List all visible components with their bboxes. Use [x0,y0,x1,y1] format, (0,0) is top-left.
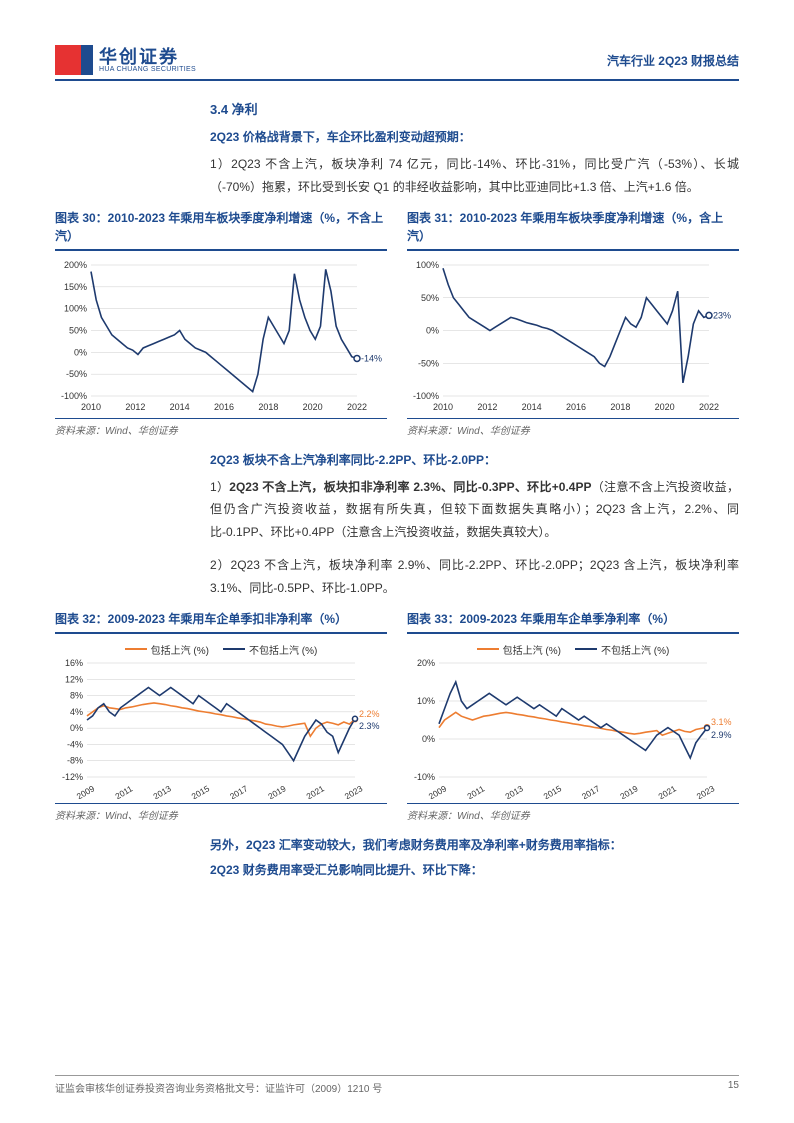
paragraph-2a: 1）2Q23 不含上汽，板块扣非净利率 2.3%、同比-0.3PP、环比+0.4… [210,476,739,544]
svg-text:2021: 2021 [305,783,327,799]
svg-text:100%: 100% [64,303,87,313]
svg-text:2020: 2020 [655,402,675,412]
chart31: -100% -50% 0% 50% 100% 2010 2012 2014 2016 2018 20… [407,259,739,414]
svg-text:2011: 2011 [113,783,134,799]
svg-text:3.1%: 3.1% [711,717,732,727]
section-title: 3.4 净利 [210,99,739,118]
subtitle-2: 2Q23 板块不含上汽净利率同比-2.2PP、环比-2.0PP： [210,451,739,468]
svg-text:2013: 2013 [503,783,525,799]
svg-text:2019: 2019 [266,783,288,799]
page-number: 15 [728,1080,739,1095]
logo-text-cn: 华创证券 [99,48,196,66]
chart33-legend: 包括上汽 (%) 不包括上汽 (%) [407,642,739,657]
svg-text:0%: 0% [426,325,439,335]
svg-text:2010: 2010 [433,402,453,412]
svg-text:2009: 2009 [75,783,97,799]
svg-text:2.2%: 2.2% [359,709,380,719]
svg-text:2017: 2017 [580,783,602,799]
svg-text:50%: 50% [69,325,87,335]
svg-text:2022: 2022 [699,402,719,412]
svg-text:-100%: -100% [413,391,439,401]
svg-text:2.3%: 2.3% [359,720,380,730]
chart30-title: 图表 30：2010-2023 年乘用车板块季度净利增速（%，不含上汽） [55,209,387,251]
svg-text:-4%: -4% [67,739,83,749]
svg-text:12%: 12% [65,674,83,684]
chart33: -10% 0% 10% 20% 2009 2011 2013 2015 2017 2019 2021… [407,659,739,799]
svg-text:-8%: -8% [67,755,83,765]
svg-text:0%: 0% [74,347,87,357]
legend-line-without-icon [223,648,245,650]
svg-text:-50%: -50% [66,369,87,379]
page-footer: 证监会审核华创证券投资咨询业务资格批文号：证监许可（2009）1210 号 15 [55,1075,739,1095]
svg-text:2017: 2017 [228,783,250,799]
subtitle-3: 另外，2Q23 汇率变动较大，我们考虑财务费用率及净利率+财务费用率指标： [210,836,739,853]
legend-line-without-icon [575,648,597,650]
svg-text:2010: 2010 [81,402,101,412]
svg-text:-10%: -10% [414,772,435,782]
logo-text-en: HUA CHUANG SECURITIES [99,66,196,73]
svg-text:2015: 2015 [542,783,564,799]
svg-text:2020: 2020 [303,402,323,412]
svg-text:2018: 2018 [610,402,630,412]
chart32-legend: 包括上汽 (%) 不包括上汽 (%) [55,642,387,657]
svg-text:2011: 2011 [465,783,486,799]
subtitle-1: 2Q23 价格战背景下，车企环比盈利变动超预期： [210,128,739,145]
chart32-source: 资料来源：Wind、华创证券 [55,803,387,822]
svg-text:2012: 2012 [477,402,497,412]
svg-text:8%: 8% [70,690,83,700]
svg-text:23%: 23% [713,310,731,320]
svg-text:-14%: -14% [361,353,382,363]
logo-mark-icon [55,45,93,75]
chart31-title: 图表 31：2010-2023 年乘用车板块季度净利增速（%，含上汽） [407,209,739,251]
svg-text:-12%: -12% [62,772,83,782]
svg-text:2012: 2012 [125,402,145,412]
paragraph-1: 1）2Q23 不含上汽，板块净利 74 亿元，同比-14%、环比-31%，同比受… [210,153,739,199]
svg-text:50%: 50% [421,292,439,302]
legend-line-with-icon [125,648,147,650]
svg-text:2013: 2013 [151,783,173,799]
svg-text:150%: 150% [64,281,87,291]
svg-text:0%: 0% [422,734,435,744]
svg-text:2019: 2019 [618,783,640,799]
svg-text:20%: 20% [417,659,435,668]
svg-text:2021: 2021 [657,783,679,799]
svg-text:200%: 200% [64,260,87,270]
page-header: 华创证券 HUA CHUANG SECURITIES 汽车行业 2Q23 财报总… [55,45,739,81]
svg-text:2016: 2016 [566,402,586,412]
subtitle-4: 2Q23 财务费用率受汇兑影响同比提升、环比下降： [210,861,739,878]
chart31-source: 资料来源：Wind、华创证券 [407,418,739,437]
chart30-source: 资料来源：Wind、华创证券 [55,418,387,437]
chart33-source: 资料来源：Wind、华创证券 [407,803,739,822]
chart32-title: 图表 32：2009-2023 年乘用车企单季扣非净利率（%） [55,610,387,634]
svg-text:-50%: -50% [418,358,439,368]
svg-text:2016: 2016 [214,402,234,412]
svg-text:2009: 2009 [427,783,449,799]
chart33-title: 图表 33：2009-2023 年乘用车企单季净利率（%） [407,610,739,634]
chart32: -12% -8% -4% 0% 4% 8% 12% 16% 2009 2011 2013 2015 20… [55,659,387,799]
svg-text:2018: 2018 [258,402,278,412]
chart30: -100% -50% 0% 50% 100% 150% 200% 2010 2012 2014 20… [55,259,387,414]
svg-text:4%: 4% [70,706,83,716]
svg-text:10%: 10% [417,696,435,706]
svg-text:0%: 0% [70,723,83,733]
legend-line-with-icon [477,648,499,650]
svg-text:16%: 16% [65,659,83,668]
svg-text:100%: 100% [416,260,439,270]
svg-text:2023: 2023 [695,783,717,799]
svg-text:2.9%: 2.9% [711,730,732,740]
svg-text:2014: 2014 [170,402,190,412]
svg-text:2022: 2022 [347,402,367,412]
svg-text:2015: 2015 [190,783,212,799]
header-title: 汽车行业 2Q23 财报总结 [607,52,739,69]
paragraph-2b: 2）2Q23 不含上汽，板块净利率 2.9%、同比-2.2PP、环比-2.0PP… [210,554,739,600]
footer-text: 证监会审核华创证券投资咨询业务资格批文号：证监许可（2009）1210 号 [55,1080,382,1095]
svg-text:2023: 2023 [343,783,365,799]
svg-text:2014: 2014 [522,402,542,412]
logo: 华创证券 HUA CHUANG SECURITIES [55,45,196,75]
svg-text:-100%: -100% [61,391,87,401]
